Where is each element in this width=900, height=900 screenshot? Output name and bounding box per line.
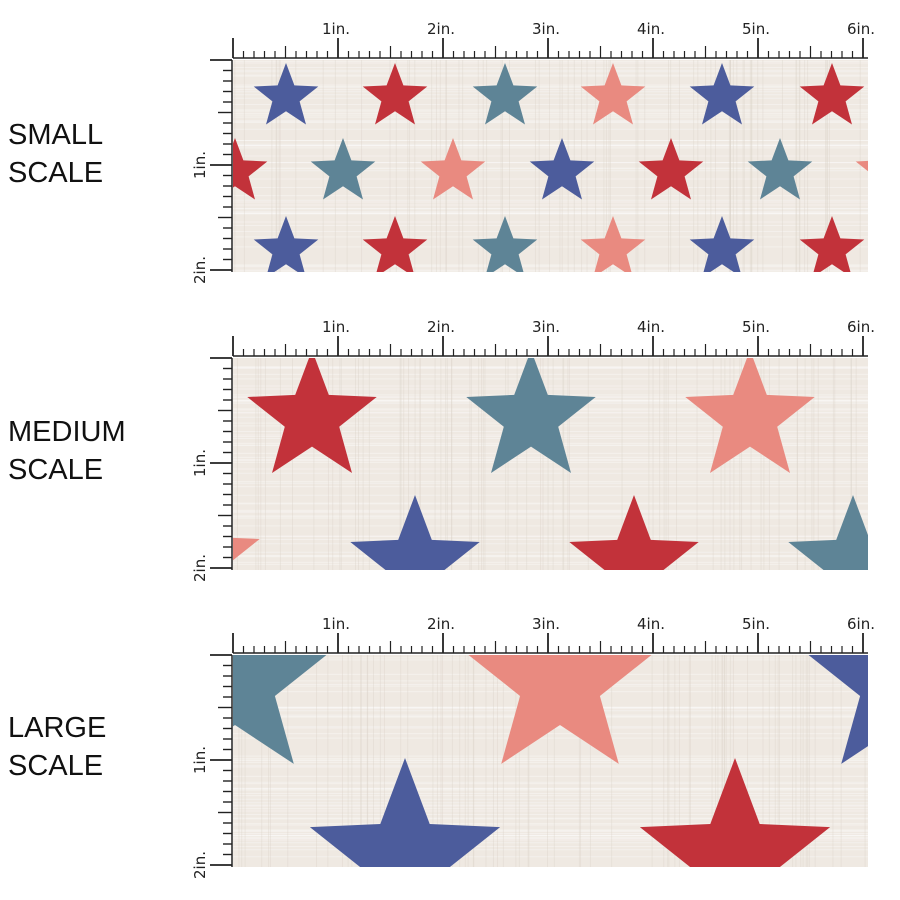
ruler-label: 4in. — [637, 20, 665, 38]
ruler-label: 2in. — [427, 318, 455, 336]
ruler-label: 1in. — [322, 20, 350, 38]
top-ruler: 1in. 2in. 3in. 4in. 5in. 6in. — [233, 615, 875, 653]
ruler-label: 3in. — [532, 615, 560, 633]
ruler-label: 1in. — [322, 615, 350, 633]
ruler-label: 1in. — [191, 746, 209, 774]
ruler-label: 4in. — [637, 615, 665, 633]
ruler-label: 2in. — [191, 554, 209, 582]
side-ruler: 1in. 2in. — [191, 655, 232, 879]
ruler-label: 6in. — [847, 20, 875, 38]
fabric-swatch — [130, 350, 900, 618]
fabric-swatch — [203, 60, 900, 278]
top-ruler: 1in. 2in. 3in. 4in. 5in. 6in. — [233, 20, 875, 58]
ruler-label: 2in. — [191, 851, 209, 879]
side-ruler: 1in. 2in. — [191, 358, 232, 582]
ruler-label: 3in. — [532, 20, 560, 38]
ruler-label: 5in. — [742, 615, 770, 633]
ruler-label: 1in. — [191, 151, 209, 179]
ruler-label: 4in. — [637, 318, 665, 336]
ruler-label: 1in. — [322, 318, 350, 336]
ruler-label: 5in. — [742, 20, 770, 38]
ruler-label: 2in. — [427, 20, 455, 38]
ruler-label: 6in. — [847, 615, 875, 633]
ruler-label: 3in. — [532, 318, 560, 336]
top-ruler: 1in. 2in. 3in. 4in. 5in. 6in. — [233, 318, 875, 356]
ruler-label: 2in. — [191, 256, 209, 284]
ruler-label: 2in. — [427, 615, 455, 633]
side-ruler: 1in. 2in. — [191, 60, 232, 284]
fabric-swatch — [140, 583, 900, 900]
fabric-scale-chart: 1in. 2in. 3in. 4in. 5in. 6in. 1in. 2in. 1in. 2in.… — [0, 0, 900, 900]
ruler-label: 1in. — [191, 449, 209, 477]
ruler-label: 6in. — [847, 318, 875, 336]
ruler-label: 5in. — [742, 318, 770, 336]
